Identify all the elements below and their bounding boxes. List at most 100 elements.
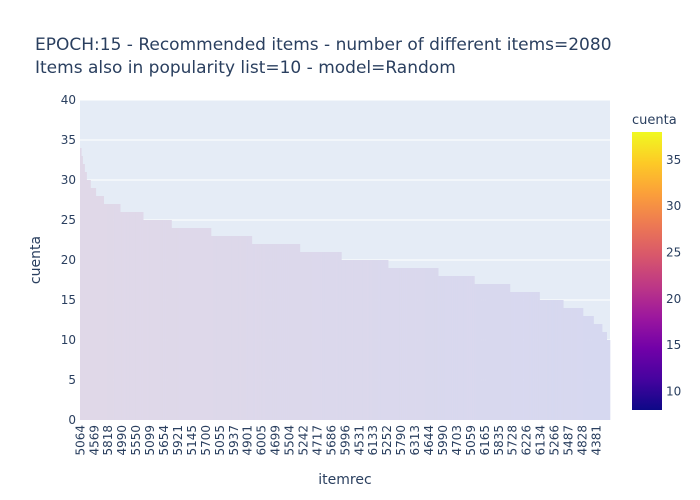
- bar[interactable]: [586, 316, 588, 420]
- bar[interactable]: [434, 268, 436, 420]
- bar[interactable]: [178, 228, 180, 420]
- bar[interactable]: [473, 276, 475, 420]
- bar[interactable]: [374, 260, 376, 420]
- bar[interactable]: [455, 276, 457, 420]
- bar[interactable]: [558, 300, 560, 420]
- bar[interactable]: [288, 244, 290, 420]
- bar[interactable]: [574, 308, 576, 420]
- bar[interactable]: [159, 220, 160, 420]
- bar[interactable]: [402, 268, 404, 420]
- bar[interactable]: [322, 252, 324, 420]
- bar[interactable]: [538, 292, 540, 420]
- bar[interactable]: [216, 236, 218, 420]
- bar[interactable]: [461, 276, 463, 420]
- bar[interactable]: [174, 228, 176, 420]
- bar[interactable]: [556, 300, 557, 420]
- bar[interactable]: [177, 228, 179, 420]
- bar[interactable]: [505, 284, 507, 420]
- bar[interactable]: [422, 268, 424, 420]
- bar[interactable]: [199, 228, 201, 420]
- bar[interactable]: [333, 252, 335, 420]
- bar[interactable]: [160, 220, 162, 420]
- bar[interactable]: [197, 228, 199, 420]
- bar[interactable]: [239, 236, 241, 420]
- bar[interactable]: [403, 268, 405, 420]
- bar[interactable]: [453, 276, 455, 420]
- bar[interactable]: [337, 252, 339, 420]
- bar[interactable]: [334, 252, 336, 420]
- bar[interactable]: [102, 196, 104, 420]
- bar[interactable]: [118, 204, 120, 420]
- bar[interactable]: [602, 332, 604, 420]
- bar[interactable]: [500, 284, 502, 420]
- bar[interactable]: [264, 244, 266, 420]
- bar[interactable]: [297, 244, 299, 420]
- bar[interactable]: [285, 244, 287, 420]
- bar[interactable]: [95, 196, 97, 420]
- bar[interactable]: [570, 308, 572, 420]
- bar[interactable]: [523, 292, 525, 420]
- bar[interactable]: [378, 260, 380, 420]
- bar[interactable]: [555, 300, 557, 420]
- bar[interactable]: [588, 316, 590, 420]
- bar[interactable]: [271, 244, 273, 420]
- bar[interactable]: [347, 260, 349, 420]
- bar[interactable]: [513, 292, 515, 420]
- bar[interactable]: [430, 268, 432, 420]
- bar[interactable]: [92, 188, 94, 420]
- bar[interactable]: [436, 268, 438, 420]
- bar[interactable]: [406, 268, 408, 420]
- bar[interactable]: [110, 204, 112, 420]
- bar[interactable]: [557, 300, 559, 420]
- bar[interactable]: [222, 236, 224, 420]
- bar[interactable]: [477, 284, 479, 420]
- bar[interactable]: [507, 284, 509, 420]
- bar[interactable]: [127, 212, 129, 420]
- bar[interactable]: [534, 292, 536, 420]
- bar[interactable]: [161, 220, 163, 420]
- bar[interactable]: [492, 284, 494, 420]
- bar[interactable]: [399, 268, 401, 420]
- bar[interactable]: [320, 252, 322, 420]
- bar[interactable]: [176, 228, 178, 420]
- bar[interactable]: [196, 228, 198, 420]
- bar[interactable]: [195, 228, 197, 420]
- bar[interactable]: [187, 228, 189, 420]
- bar[interactable]: [207, 228, 209, 420]
- bar[interactable]: [497, 284, 499, 420]
- bar[interactable]: [214, 236, 216, 420]
- bar[interactable]: [349, 260, 351, 420]
- bar[interactable]: [398, 268, 400, 420]
- bar[interactable]: [424, 268, 426, 420]
- bar[interactable]: [332, 252, 334, 420]
- bar[interactable]: [450, 276, 452, 420]
- bar[interactable]: [103, 196, 105, 420]
- bar[interactable]: [361, 260, 363, 420]
- bar[interactable]: [300, 252, 302, 420]
- bar[interactable]: [400, 268, 402, 420]
- bar[interactable]: [457, 276, 459, 420]
- bar[interactable]: [193, 228, 195, 420]
- bar[interactable]: [254, 244, 256, 420]
- bar[interactable]: [609, 340, 611, 420]
- bar[interactable]: [176, 228, 178, 420]
- bar[interactable]: [238, 236, 240, 420]
- bar[interactable]: [540, 300, 542, 420]
- bar[interactable]: [353, 260, 355, 420]
- bar[interactable]: [109, 204, 111, 420]
- bar[interactable]: [145, 220, 147, 420]
- bar[interactable]: [233, 236, 235, 420]
- bar[interactable]: [531, 292, 533, 420]
- bar[interactable]: [175, 228, 177, 420]
- bar[interactable]: [344, 260, 345, 420]
- bar[interactable]: [113, 204, 115, 420]
- bar[interactable]: [573, 308, 575, 420]
- bar[interactable]: [157, 220, 159, 420]
- bar[interactable]: [91, 188, 93, 420]
- bar[interactable]: [294, 244, 296, 420]
- bar[interactable]: [525, 292, 527, 420]
- bar[interactable]: [189, 228, 191, 420]
- bar[interactable]: [369, 260, 371, 420]
- bar[interactable]: [455, 276, 457, 420]
- bar[interactable]: [106, 204, 108, 420]
